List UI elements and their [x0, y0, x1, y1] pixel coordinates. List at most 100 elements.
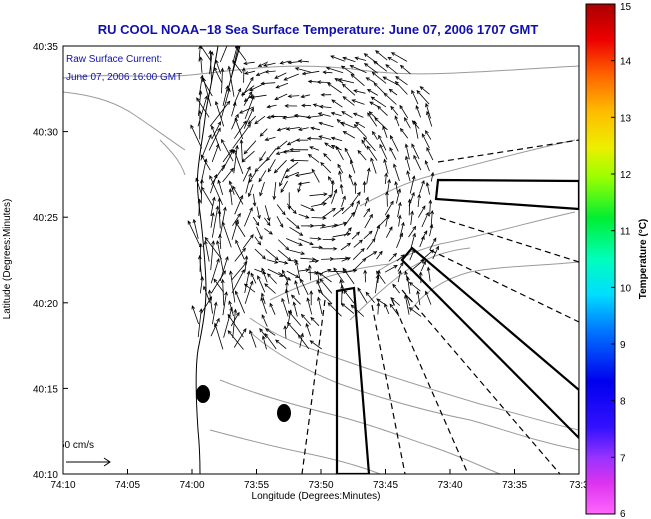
current-vector — [390, 135, 399, 152]
current-vector — [245, 173, 252, 194]
current-vector-head — [294, 173, 300, 177]
current-vector-head — [412, 225, 417, 231]
current-vector-head — [257, 214, 261, 220]
current-vector — [309, 193, 327, 197]
current-vector-head — [416, 90, 421, 95]
coastline — [195, 46, 241, 474]
current-vector-head — [268, 230, 273, 235]
current-vector-head — [393, 163, 397, 168]
current-vector — [344, 212, 355, 227]
current-vector — [220, 88, 230, 119]
current-vector — [256, 71, 266, 76]
current-vector — [213, 67, 223, 84]
current-vector-head — [321, 223, 327, 228]
current-vector-head — [300, 278, 304, 283]
current-vector-head — [367, 112, 371, 117]
current-vector-head — [274, 260, 279, 264]
current-vector-head — [330, 136, 336, 141]
current-vector — [389, 147, 397, 160]
current-vector-head — [407, 198, 412, 203]
current-vector — [349, 174, 354, 185]
current-vector — [244, 70, 256, 74]
current-vector-head — [356, 191, 361, 196]
current-vector — [267, 273, 277, 284]
current-vector-head — [426, 266, 431, 271]
current-vector-head — [340, 65, 346, 70]
current-vector-head — [258, 178, 263, 183]
current-vector — [357, 287, 368, 303]
current-vector — [355, 57, 367, 61]
current-vector-head — [282, 269, 286, 274]
current-vector — [318, 289, 333, 305]
current-vector — [299, 333, 304, 348]
current-vector — [344, 148, 353, 163]
current-vector-head — [259, 328, 264, 333]
current-vector-head — [314, 259, 320, 264]
current-vector-head — [330, 111, 335, 116]
current-vector — [419, 180, 425, 194]
current-vector — [264, 205, 270, 221]
current-vector-head — [228, 38, 231, 42]
current-vector — [411, 143, 420, 160]
colorbar-tick-label: 11 — [620, 227, 631, 238]
current-vector — [384, 173, 387, 185]
current-vector-head — [261, 255, 266, 260]
current-vector — [354, 182, 356, 194]
current-vector-head — [235, 311, 240, 317]
current-vector-head — [384, 303, 388, 308]
current-vector-head — [229, 270, 233, 275]
current-vector-head — [241, 158, 246, 163]
current-vector — [244, 281, 253, 304]
current-vector-head — [404, 270, 408, 275]
x-tick-label: 74:00 — [179, 480, 204, 491]
current-vector — [284, 73, 299, 81]
current-vector — [353, 200, 360, 217]
colorbar-tick-label: 15 — [620, 2, 632, 13]
current-vector-head — [378, 134, 382, 139]
current-vector — [301, 314, 311, 325]
current-vector — [426, 147, 434, 161]
current-vector-head — [298, 242, 303, 246]
current-vector — [300, 204, 315, 211]
current-vector-head — [395, 76, 400, 80]
current-vector-head — [357, 287, 362, 292]
current-vector-head — [243, 283, 249, 288]
current-vector-head — [322, 202, 328, 206]
current-vector-head — [230, 149, 234, 154]
current-vector-head — [317, 296, 321, 301]
current-vector-head — [215, 143, 220, 148]
current-vector — [289, 226, 303, 236]
current-vector-head — [198, 254, 202, 260]
current-vector-head — [435, 245, 439, 250]
current-vector-head — [412, 232, 416, 238]
current-vector-head — [356, 199, 360, 205]
current-vector-head — [259, 157, 263, 162]
current-vector — [265, 70, 276, 73]
current-vector — [233, 120, 247, 139]
current-vector-head — [203, 158, 208, 163]
current-vector — [241, 77, 254, 97]
colorbar-tick-label: 8 — [620, 397, 626, 408]
current-vector — [384, 303, 390, 315]
current-vector-head — [366, 145, 371, 150]
colorbar-tick-label: 10 — [620, 283, 632, 294]
current-vector — [230, 271, 236, 303]
current-vector-head — [397, 188, 401, 193]
current-vector-head — [383, 158, 387, 163]
current-vector — [425, 103, 431, 119]
current-vector-head — [316, 80, 321, 85]
current-vector — [332, 207, 344, 217]
current-vector-head — [259, 132, 264, 137]
current-vector-head — [339, 183, 344, 189]
current-vector — [200, 296, 212, 314]
current-vector-head — [361, 139, 366, 144]
colorbar-tick-label: 6 — [620, 509, 626, 519]
current-vector — [392, 284, 401, 294]
current-vector-head — [311, 168, 316, 173]
current-vector — [233, 145, 238, 174]
current-vector — [249, 83, 265, 91]
current-vector-head — [213, 173, 218, 179]
current-vector — [222, 279, 225, 306]
current-vector-head — [318, 272, 324, 277]
current-vector — [350, 65, 367, 74]
